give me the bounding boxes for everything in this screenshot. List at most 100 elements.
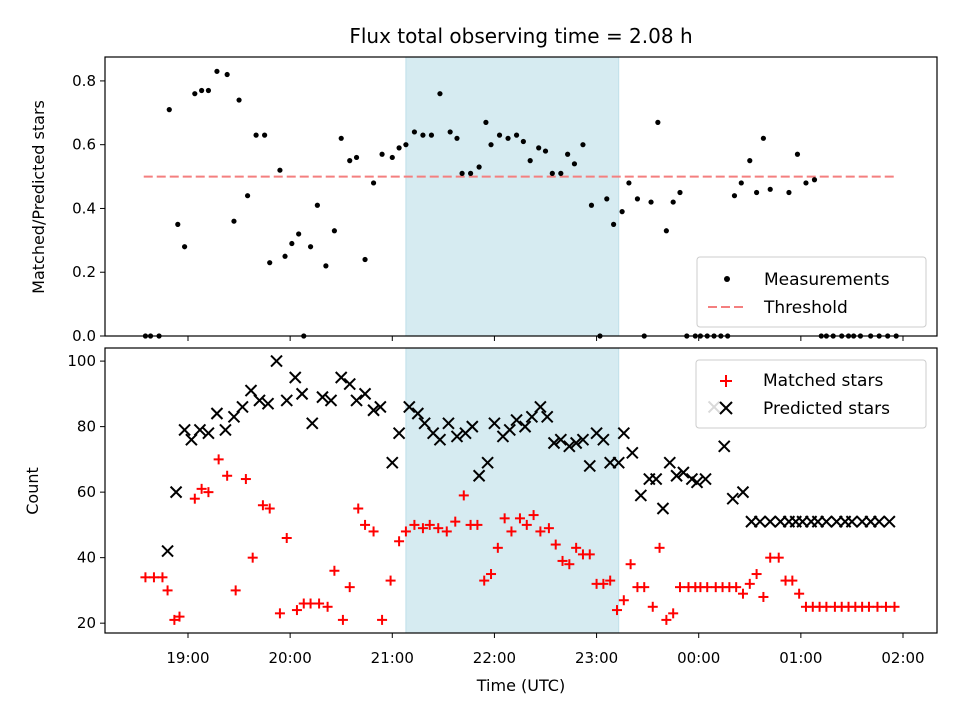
matched-point: [661, 614, 672, 625]
top-legend: Measurements Threshold: [696, 256, 927, 328]
matched-point: [174, 611, 185, 622]
predicted-point: [525, 410, 539, 424]
matched-point: [257, 500, 268, 511]
top-points: [142, 68, 899, 339]
predicted-point: [418, 417, 431, 430]
measurement-point: [747, 158, 753, 164]
predicted-point: [736, 485, 750, 499]
measurement-point: [396, 145, 402, 151]
measurement-point: [565, 151, 571, 157]
measurement-point: [610, 221, 617, 227]
matched-point: [528, 510, 539, 521]
matched-point: [889, 601, 900, 612]
predicted-point: [358, 387, 372, 401]
predicted-point: [411, 407, 425, 420]
top-ytick-label: 0.8: [72, 72, 96, 90]
measurement-point: [323, 263, 329, 269]
predicted-point: [219, 423, 232, 437]
bottom-frame: [104, 347, 938, 634]
measurement-point: [277, 167, 283, 173]
matched-point: [872, 601, 883, 612]
measurement-point: [648, 199, 654, 205]
matched-point: [322, 601, 333, 612]
bottom-points: [140, 354, 900, 625]
measurement-point: [192, 91, 198, 97]
measurement-point: [571, 161, 578, 167]
predicted-point: [367, 404, 380, 417]
predicted-point: [488, 417, 501, 430]
bottom-xtick-label: 22:00: [473, 649, 516, 667]
matched-point: [196, 483, 207, 494]
predicted-point: [670, 469, 683, 482]
measurement-point: [760, 135, 767, 141]
matched-point: [213, 454, 224, 465]
matched-point: [274, 608, 285, 619]
measurement-point: [520, 138, 526, 145]
top-ytick-label: 0.4: [72, 199, 96, 217]
measurement-point: [619, 209, 625, 215]
matched-point: [479, 575, 490, 586]
predicted-point: [403, 400, 416, 414]
bottom-ytick-label: 80: [77, 418, 96, 436]
measurement-point: [496, 132, 503, 138]
matched-point: [291, 605, 302, 616]
predicted-point: [872, 515, 886, 528]
predicted-point: [677, 466, 690, 479]
predicted-point: [649, 472, 663, 486]
matched-point: [424, 519, 435, 530]
matched-point: [571, 542, 582, 553]
predicted-point: [472, 469, 486, 482]
measurement-point: [370, 180, 377, 186]
measurement-point: [476, 164, 482, 170]
bottom-xtick-label: 23:00: [575, 649, 618, 667]
predicted-point: [612, 456, 625, 469]
matched-point: [360, 519, 371, 530]
predicted-point: [883, 515, 896, 528]
measurement-point: [175, 221, 181, 227]
measurement-point: [353, 154, 360, 161]
measurement-point: [467, 170, 474, 176]
measurement-point: [738, 180, 744, 186]
measurement-point: [282, 253, 288, 259]
predicted-point: [316, 390, 329, 404]
measurement-point: [296, 231, 302, 237]
predicted-point: [442, 417, 455, 430]
measurement-point: [231, 218, 237, 224]
measurement-point: [267, 260, 273, 266]
predicted-point: [306, 417, 319, 430]
predicted-point: [210, 407, 224, 420]
measurement-point: [580, 142, 586, 148]
predicted-point: [764, 515, 777, 528]
measurement-point: [199, 87, 205, 94]
predicted-point: [503, 423, 516, 437]
matched-point: [521, 519, 532, 530]
legend-predicted-marker: [719, 401, 733, 415]
measurement-point: [527, 158, 533, 164]
measurement-point: [454, 135, 460, 141]
top-frame: [104, 56, 938, 337]
predicted-point: [656, 502, 670, 515]
predicted-point: [547, 436, 561, 450]
predicted-point: [569, 436, 583, 450]
predicted-point: [583, 459, 596, 473]
measurement-point: [753, 189, 760, 196]
predicted-point: [450, 430, 464, 443]
predicted-point: [253, 394, 266, 407]
legend-measurements-label: Measurements: [764, 270, 890, 290]
measurement-point: [338, 135, 344, 141]
measurement-point: [181, 244, 188, 250]
measurement-point: [214, 68, 220, 74]
predicted-point: [185, 433, 198, 446]
matched-point: [674, 582, 685, 593]
predicted-point: [626, 446, 639, 460]
bottom-panel: 19:00 20:00 21:00 22:00 23:00 00:00 01:00 02:00…: [23, 347, 938, 695]
legend-matched-label: Matched stars: [763, 371, 883, 391]
top-axis: 0.0 0.2 0.4 0.6 0.8: [72, 72, 904, 345]
matched-point: [598, 578, 609, 589]
measurement-point: [803, 180, 809, 186]
matched-point: [281, 533, 292, 543]
bottom-ytick-label: 60: [77, 483, 96, 501]
predicted-point: [563, 440, 576, 453]
predicted-point: [202, 426, 215, 440]
predicted-point: [433, 433, 447, 446]
